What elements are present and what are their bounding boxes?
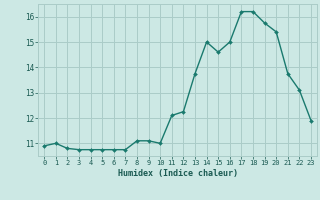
X-axis label: Humidex (Indice chaleur): Humidex (Indice chaleur) — [118, 169, 238, 178]
